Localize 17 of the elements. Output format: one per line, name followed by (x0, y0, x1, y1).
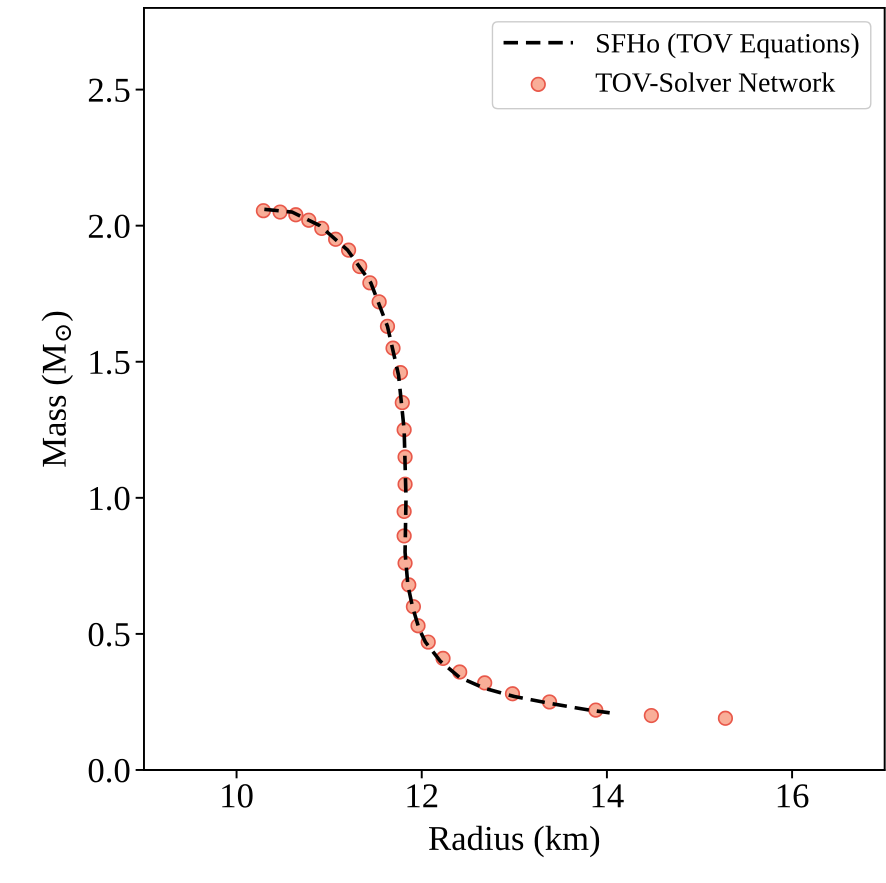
x-tick-label: 12 (407, 784, 438, 808)
y-tick-label: 0.0 (88, 758, 130, 783)
point (644, 708, 659, 724)
point (477, 675, 492, 690)
y-tick-label: 2.5 (88, 78, 130, 102)
y-tick-label: 1.0 (90, 486, 130, 510)
legend-label: TOV-Solver Network (596, 72, 836, 92)
y-tick-label: 2.0 (88, 214, 130, 238)
y-tick-label: 1.5 (90, 350, 130, 374)
x-tick-label: 14 (592, 784, 624, 808)
y-tick-label: 0.5 (88, 622, 130, 646)
x-tick-label: 10 (222, 784, 253, 808)
x-tick-label: 16 (778, 784, 808, 808)
point (718, 710, 734, 726)
legend-label: SFHo (TOV Equations) (597, 33, 858, 58)
x-axis-title: Radius (km) (429, 826, 600, 858)
y-axis-title: Mass (M$_{⊙}$) (42, 312, 74, 467)
